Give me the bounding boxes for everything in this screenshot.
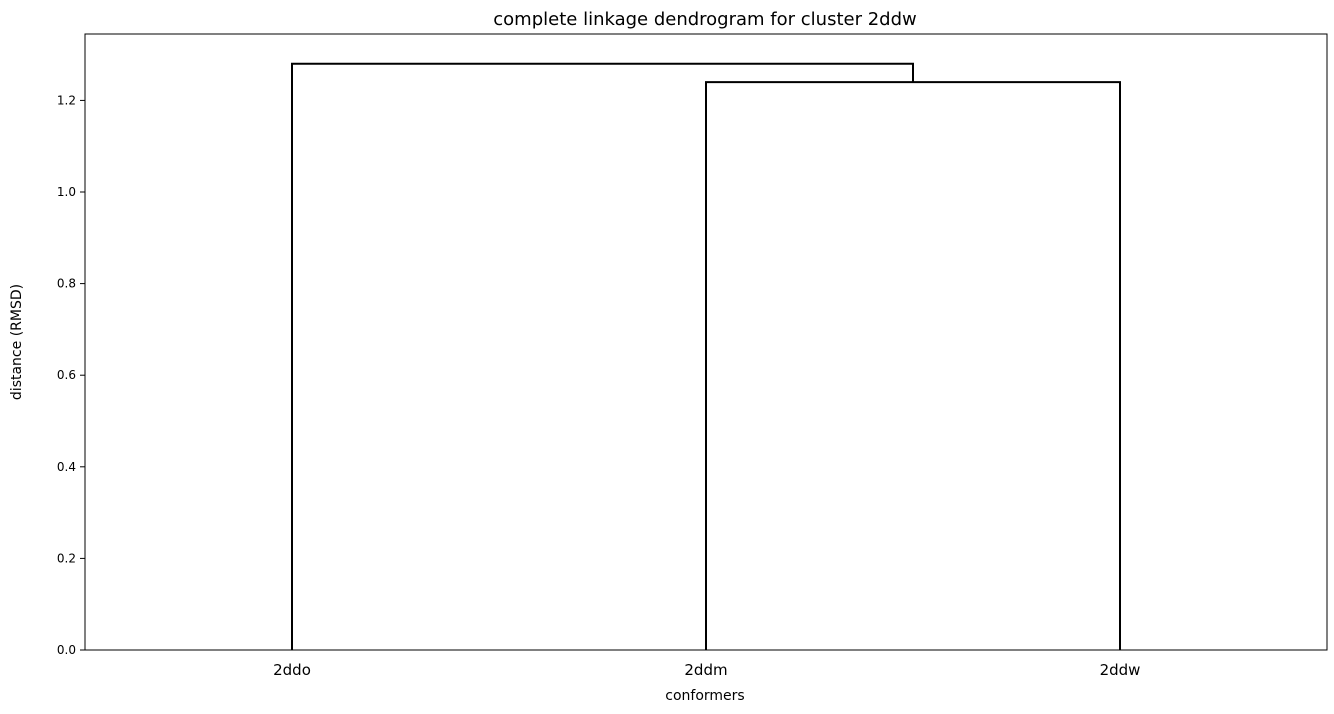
dendrogram-links — [291, 62, 1121, 650]
leaf-label: 2ddw — [1100, 661, 1141, 679]
dendrogram-link — [705, 81, 1121, 650]
x-axis-label: conformers — [665, 688, 744, 704]
y-tick-label: 1.0 — [57, 185, 76, 199]
y-axis: 0.0 0.2 0.4 0.6 0.8 1.0 1.2 — [57, 93, 85, 657]
leaf-label: 2ddo — [273, 661, 311, 679]
y-tick-label: 1.2 — [57, 93, 76, 107]
x-axis: 2ddo 2ddm 2ddw — [273, 661, 1140, 679]
dendrogram-link — [291, 62, 914, 650]
y-axis-label: distance (RMSD) — [9, 284, 25, 400]
y-tick-label: 0.2 — [57, 551, 76, 565]
chart-title: complete linkage dendrogram for cluster … — [493, 9, 916, 30]
leaf-label: 2ddm — [684, 661, 727, 679]
y-tick-label: 0.8 — [57, 277, 76, 291]
y-tick-label: 0.4 — [57, 460, 76, 474]
y-tick-label: 0.0 — [57, 643, 76, 657]
y-tick-label: 0.6 — [57, 368, 76, 382]
